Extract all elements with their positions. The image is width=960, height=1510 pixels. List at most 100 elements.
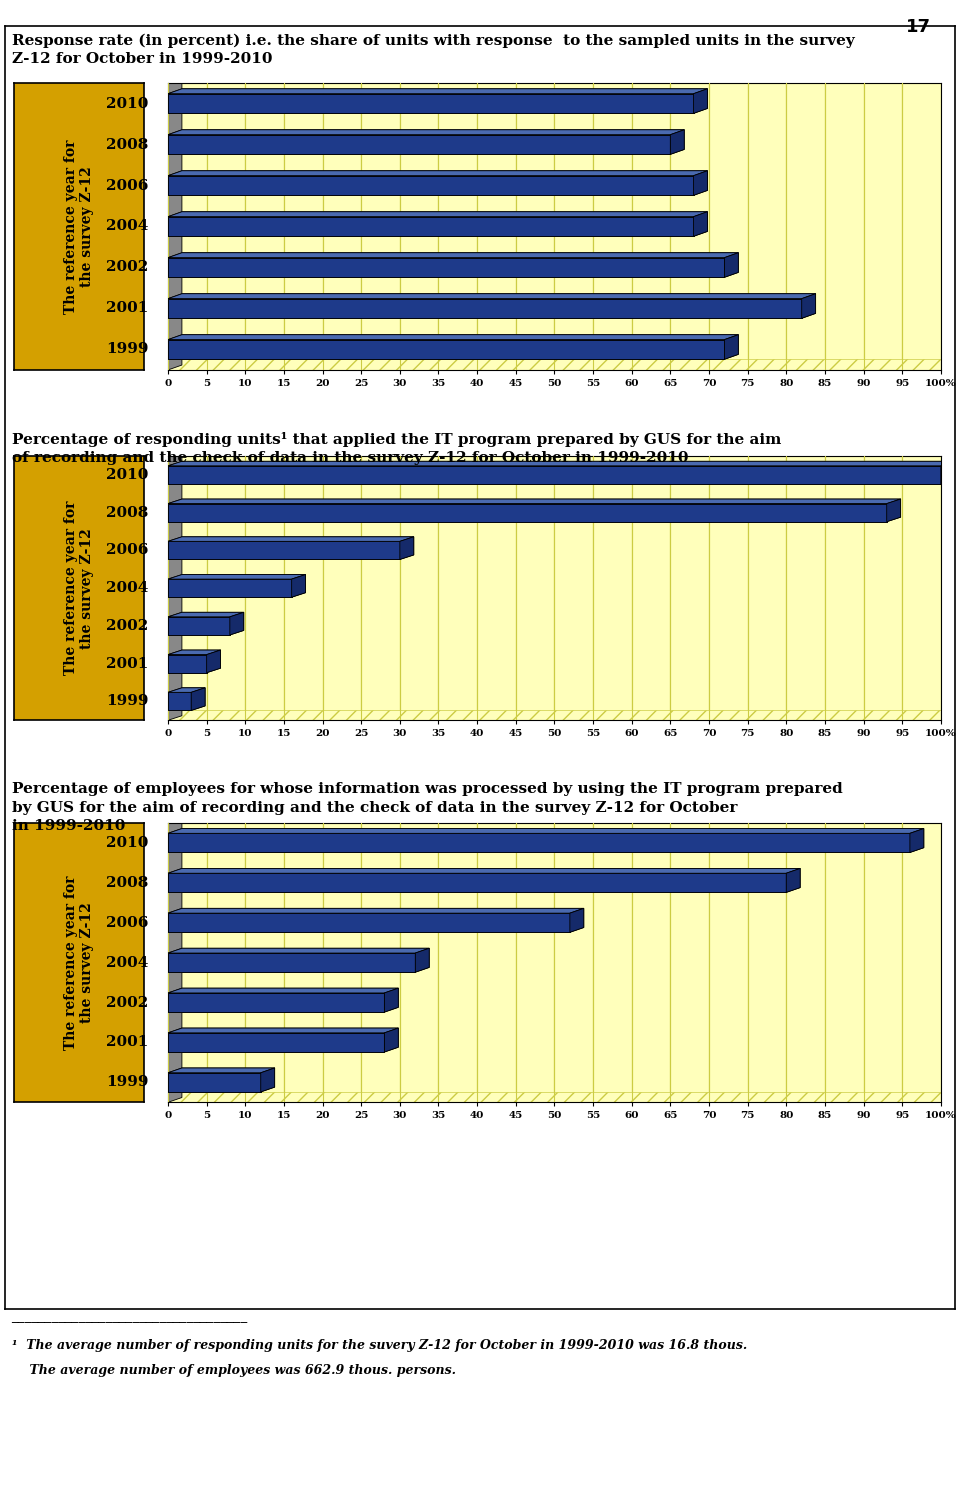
- Bar: [168, 1092, 941, 1102]
- Bar: [555, 456, 593, 720]
- Polygon shape: [168, 909, 584, 914]
- Bar: [593, 823, 632, 1102]
- Bar: [670, 823, 708, 1102]
- Polygon shape: [168, 829, 924, 834]
- Polygon shape: [693, 171, 708, 195]
- Bar: [748, 83, 786, 370]
- Bar: [786, 83, 825, 370]
- Polygon shape: [570, 909, 584, 932]
- Bar: [168, 873, 786, 892]
- Polygon shape: [168, 818, 181, 1102]
- Bar: [708, 823, 748, 1102]
- Bar: [168, 541, 400, 559]
- Polygon shape: [693, 171, 708, 195]
- Text: 2004: 2004: [107, 956, 149, 969]
- Bar: [284, 456, 323, 720]
- Polygon shape: [191, 689, 205, 710]
- Bar: [168, 299, 802, 319]
- Bar: [168, 1072, 261, 1092]
- Bar: [670, 83, 708, 370]
- Bar: [516, 823, 555, 1102]
- Polygon shape: [168, 451, 181, 720]
- Polygon shape: [693, 211, 708, 237]
- Bar: [902, 456, 941, 720]
- Polygon shape: [261, 1068, 275, 1092]
- Bar: [439, 456, 477, 720]
- Polygon shape: [168, 79, 181, 370]
- Polygon shape: [168, 451, 954, 456]
- Polygon shape: [168, 89, 708, 94]
- Bar: [168, 503, 887, 521]
- Bar: [516, 83, 555, 370]
- Bar: [400, 83, 439, 370]
- Bar: [708, 83, 748, 370]
- Polygon shape: [400, 536, 414, 559]
- Polygon shape: [229, 613, 244, 634]
- Polygon shape: [206, 649, 221, 673]
- Bar: [168, 953, 416, 972]
- Polygon shape: [292, 574, 305, 596]
- Polygon shape: [168, 130, 684, 134]
- Polygon shape: [168, 574, 305, 580]
- Bar: [168, 692, 191, 710]
- Polygon shape: [168, 211, 708, 216]
- Bar: [284, 823, 323, 1102]
- Bar: [400, 823, 439, 1102]
- Text: The reference year for
the survey Z-12: The reference year for the survey Z-12: [64, 139, 94, 314]
- Bar: [670, 456, 708, 720]
- Bar: [168, 175, 693, 195]
- Bar: [284, 83, 323, 370]
- Bar: [206, 456, 245, 720]
- Bar: [168, 1072, 261, 1092]
- Bar: [168, 953, 416, 972]
- Polygon shape: [191, 689, 205, 710]
- Bar: [168, 914, 570, 932]
- Polygon shape: [725, 335, 738, 359]
- Text: The reference year for
the survey Z-12: The reference year for the survey Z-12: [64, 501, 94, 675]
- Polygon shape: [384, 1028, 398, 1052]
- Polygon shape: [168, 829, 924, 834]
- Text: 2008: 2008: [107, 876, 149, 889]
- Polygon shape: [168, 294, 816, 299]
- Bar: [593, 456, 632, 720]
- Bar: [786, 456, 825, 720]
- Polygon shape: [168, 335, 738, 340]
- Text: 2006: 2006: [107, 915, 149, 930]
- Polygon shape: [910, 829, 924, 853]
- Polygon shape: [168, 335, 738, 340]
- Polygon shape: [229, 613, 244, 634]
- Bar: [168, 914, 570, 932]
- Polygon shape: [168, 498, 900, 504]
- Bar: [168, 1033, 384, 1052]
- Polygon shape: [168, 171, 708, 175]
- Text: 2001: 2001: [107, 657, 149, 670]
- Polygon shape: [168, 988, 398, 994]
- Polygon shape: [168, 988, 398, 994]
- Bar: [168, 503, 887, 521]
- Bar: [168, 834, 910, 853]
- Polygon shape: [670, 130, 684, 154]
- Polygon shape: [168, 613, 244, 616]
- Bar: [902, 83, 941, 370]
- Bar: [168, 994, 384, 1012]
- Bar: [323, 823, 361, 1102]
- Bar: [825, 823, 864, 1102]
- Bar: [168, 340, 725, 359]
- Bar: [168, 710, 941, 720]
- Polygon shape: [910, 829, 924, 853]
- Polygon shape: [168, 868, 800, 873]
- Polygon shape: [941, 462, 954, 483]
- Polygon shape: [384, 988, 398, 1012]
- Text: 2006: 2006: [107, 544, 149, 557]
- Polygon shape: [168, 79, 954, 83]
- Polygon shape: [725, 252, 738, 278]
- Text: ───────────────────────────────────: ───────────────────────────────────: [12, 1317, 248, 1327]
- Bar: [439, 83, 477, 370]
- Text: Percentage of employees for whose information was processed by using the IT prog: Percentage of employees for whose inform…: [12, 782, 842, 834]
- Bar: [864, 823, 902, 1102]
- Polygon shape: [802, 294, 816, 319]
- Text: 2010: 2010: [107, 837, 149, 850]
- Text: 1999: 1999: [107, 1075, 149, 1089]
- Bar: [323, 83, 361, 370]
- Polygon shape: [168, 574, 305, 580]
